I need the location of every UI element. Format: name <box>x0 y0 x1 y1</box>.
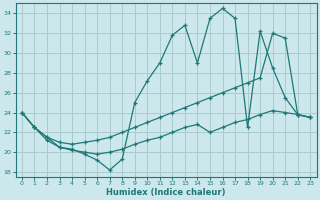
X-axis label: Humidex (Indice chaleur): Humidex (Indice chaleur) <box>106 188 226 197</box>
